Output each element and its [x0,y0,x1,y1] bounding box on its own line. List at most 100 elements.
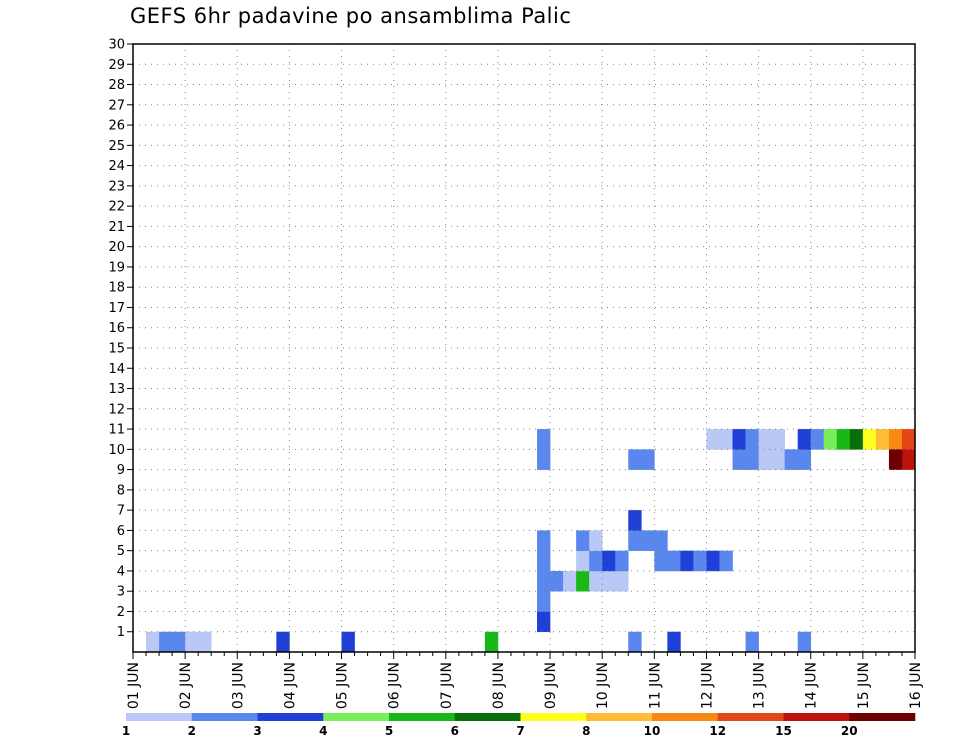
colorbar-label: 10 [644,724,661,738]
heatmap-cell [745,449,759,470]
colorbar-segment [257,713,324,721]
heatmap-cell [537,429,551,450]
heatmap-cell [628,631,642,653]
colorbar-label: 6 [451,724,459,738]
heatmap-cell [537,550,551,572]
heatmap-cell [797,631,812,653]
colorbar-segment [323,713,390,721]
y-tick-label: 8 [117,483,125,498]
heatmap-cell [667,631,681,653]
x-tick-label: 14 JUN [804,662,820,709]
y-tick-label: 19 [108,260,125,275]
heatmap-cell [641,449,655,470]
colorbar-label: 1 [122,724,130,738]
y-tick-label: 11 [108,423,125,438]
y-tick-label: 3 [117,585,125,600]
y-tick-label: 1 [117,625,125,640]
heatmap-cell [719,550,733,572]
heatmap-cell [576,530,590,551]
x-tick-label: 16 JUN [908,662,924,709]
heatmap-cell [341,631,355,653]
heatmap-cell [862,429,877,450]
heatmap-cell [537,570,551,592]
y-tick-label: 6 [117,524,125,539]
heatmap-cell [628,449,642,470]
colorbar-label: 2 [188,724,196,738]
heatmap-cell [797,449,812,470]
y-tick-label: 22 [108,200,125,215]
heatmap-cell [771,449,785,470]
y-tick-label: 9 [117,463,125,478]
colorbar-segment [520,713,587,721]
heatmap-cell [732,449,746,470]
heatmap-cell [628,530,642,551]
x-tick-label: 08 JUN [491,662,507,709]
heatmap-cell [745,631,759,653]
y-tick-label: 30 [108,38,125,53]
colorbar-label: 20 [841,724,858,738]
x-tick-label: 03 JUN [230,662,246,709]
y-tick-label: 25 [108,139,125,154]
x-tick-label: 04 JUN [282,662,298,709]
x-tick-label: 05 JUN [335,662,351,709]
y-tick-label: 5 [117,544,125,559]
colorbar-segment [783,713,850,721]
y-tick-label: 10 [108,443,125,458]
heatmap-cell [276,631,290,653]
y-tick-label: 29 [108,58,125,73]
y-tick-label: 20 [108,240,125,255]
x-tick-label: 10 JUN [595,662,611,709]
x-tick-label: 15 JUN [856,662,872,709]
y-tick-label: 13 [108,382,125,397]
y-tick-label: 17 [108,301,125,316]
colorbar-label: 7 [516,724,524,738]
heatmap-cell [537,530,551,551]
heatmap-cell [576,570,590,592]
heatmap-cell [198,631,212,653]
y-tick-label: 23 [108,179,125,194]
heatmap-cell [641,530,655,551]
x-tick-label: 11 JUN [647,662,663,709]
colorbar-segment [586,713,653,721]
heatmap-cell [823,429,838,450]
heatmap-cell [654,550,668,572]
heatmap-cell [810,429,825,450]
y-tick-label: 24 [108,159,125,174]
y-tick-label: 7 [117,504,125,519]
heatmap-cell [615,570,629,592]
heatmap-cell [159,631,173,653]
heatmap-cell [784,449,798,470]
heatmap-cell [537,611,551,633]
heatmap-cell [589,570,603,592]
heatmap-cell [888,449,903,470]
heatmap-cell [680,550,694,572]
grid-layer [133,43,915,652]
heatmap-cell [771,429,785,450]
colorbar-segment [191,713,258,721]
y-tick-label: 12 [108,402,125,417]
y-tick-label: 21 [108,220,125,235]
heatmap-cell [537,449,551,470]
x-tick-label: 12 JUN [699,662,715,709]
y-tick-label: 18 [108,281,125,296]
x-axis-ticks: 01 JUN 02 JUN 03 JUN 04 JUN 05 JUN 06 JUN 07 J… [126,652,924,709]
colorbar-segment [126,713,193,721]
colorbar-label: 4 [319,724,327,738]
heatmap-cell [589,550,603,572]
colorbar-label: 12 [709,724,726,738]
heatmap-cell [589,530,603,551]
y-tick-label: 26 [108,119,125,134]
y-tick-label: 15 [108,342,125,357]
heatmap-cell [745,429,759,450]
heatmap-cell [172,631,186,653]
chart-title: GEFS 6hr padavine po ansamblima Palic [130,4,572,28]
x-tick-label: 06 JUN [387,662,403,709]
heatmap-cell [732,429,746,450]
heatmap-cell [797,429,812,450]
colorbar-label: 15 [775,724,792,738]
heatmap-cell [550,570,564,592]
x-tick-label: 07 JUN [439,662,455,709]
heatmap-cell [875,429,890,450]
y-tick-label: 4 [117,564,125,579]
